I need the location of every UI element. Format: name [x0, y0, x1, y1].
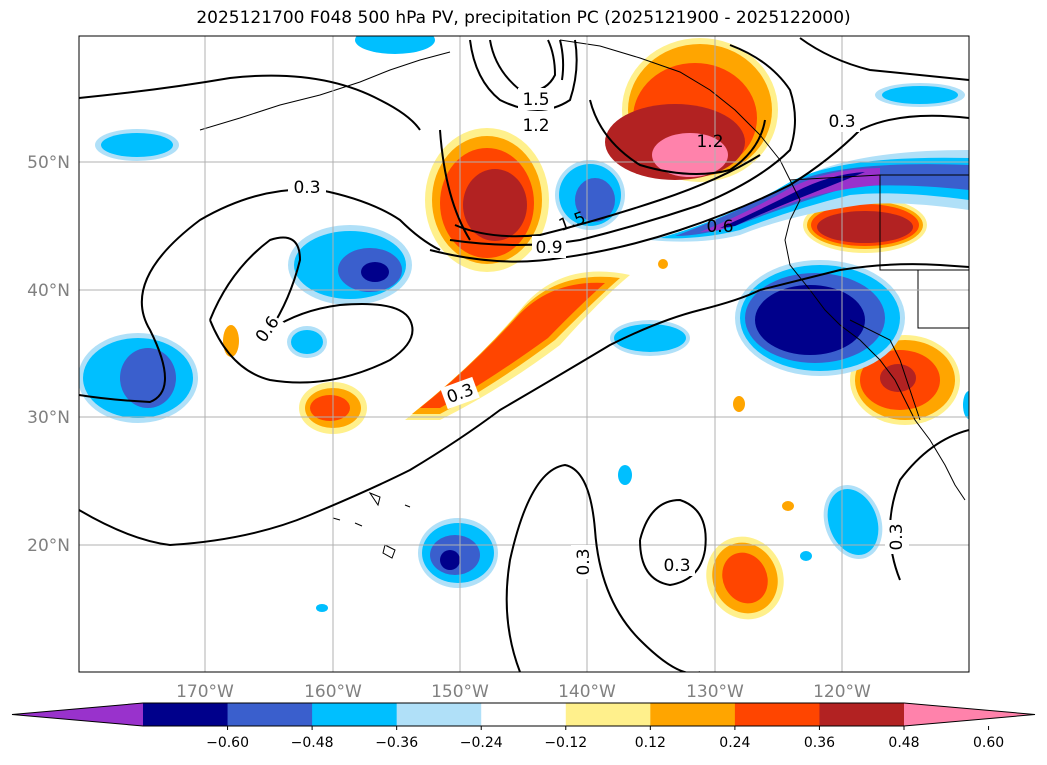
colorbar-segment	[481, 703, 567, 726]
lon-label: 170°W	[176, 682, 234, 702]
map-content: 0.3 0.6 0.9 1.2 1.5 0.3 0.3 0.3 0.3 1.2 …	[79, 36, 969, 672]
contour-label: 0.9	[535, 238, 562, 258]
colorbar-tick-label: 0.60	[973, 735, 1004, 751]
colorbar-tick-label: 0.24	[719, 735, 750, 751]
coastlines	[199, 39, 969, 559]
colorbar-extend-high	[904, 703, 1035, 726]
lon-label: 150°W	[431, 682, 489, 702]
colorbar-segment	[734, 703, 820, 726]
colorbar-segment	[227, 703, 313, 726]
colorbar-segment	[312, 703, 398, 726]
colorbar-segment	[650, 703, 736, 726]
lon-label: 120°W	[813, 682, 871, 702]
contour-label: 1.5	[522, 90, 549, 110]
contour-labels: 0.3 0.6 0.9 1.2 1.5 0.3 0.3 0.3 0.3 1.2 …	[249, 88, 909, 579]
colorbar-tick-label: −0.60	[206, 735, 249, 751]
lat-label: 20°N	[27, 536, 70, 556]
lat-label: 50°N	[27, 153, 70, 173]
colorbar-tick-label: 0.36	[804, 735, 835, 751]
map-title: 2025121700 F048 500 hPa PV, precipitatio…	[196, 8, 851, 28]
colorbar-outline	[11, 702, 1036, 727]
contour-label: 0.6	[706, 217, 733, 237]
colorbar-segment	[819, 703, 905, 726]
lon-label: 130°W	[686, 682, 744, 702]
graticule	[79, 36, 969, 672]
contour-label: 1.2	[696, 132, 723, 152]
latitude-labels: 50°N 40°N 30°N 20°N	[27, 153, 70, 556]
contour-label: 0.3	[828, 112, 855, 132]
colorbar-tick-label: −0.48	[291, 735, 334, 751]
colorbar: −0.60 −0.48 −0.36 −0.24 −0.12 0.12 0.24 0.36 0.4…	[11, 702, 1036, 751]
lon-label: 140°W	[558, 682, 616, 702]
contour-label: 1.2	[522, 116, 549, 136]
colorbar-extend-low	[12, 703, 143, 726]
colorbar-tick-label: 0.12	[635, 735, 666, 751]
contour-label: 0.3	[887, 523, 907, 550]
contour-label: 0.3	[293, 178, 320, 198]
lat-label: 30°N	[27, 408, 70, 428]
map-frame	[78, 35, 970, 673]
contour-label: 0.3	[574, 548, 594, 575]
colorbar-tick-label: 0.48	[888, 735, 919, 751]
colorbar-tick-label: −0.24	[460, 735, 503, 751]
lon-label: 160°W	[304, 682, 362, 702]
colorbar-segment	[565, 703, 651, 726]
colorbar-segment	[143, 703, 229, 726]
colorbar-tick-label: −0.12	[544, 735, 587, 751]
colorbar-tick-label: −0.36	[375, 735, 418, 751]
lat-label: 40°N	[27, 281, 70, 301]
longitude-labels: 170°W 160°W 150°W 140°W 130°W 120°W	[176, 682, 871, 702]
contour-label: 0.3	[663, 556, 690, 576]
colorbar-segment	[396, 703, 482, 726]
